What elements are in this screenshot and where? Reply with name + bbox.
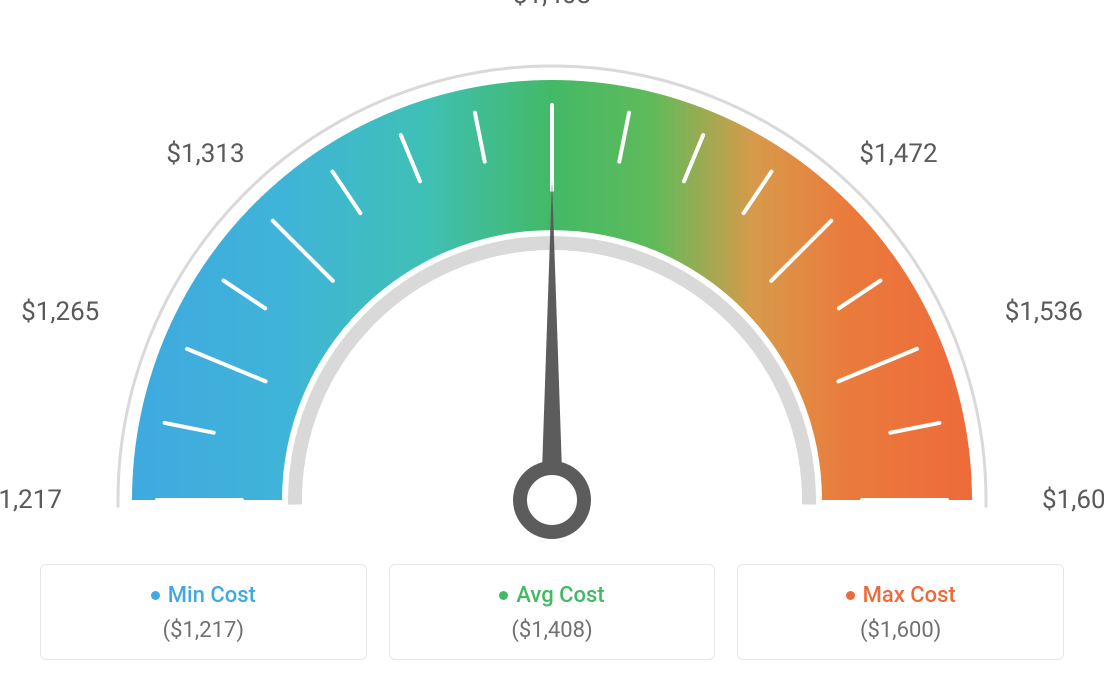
legend-value-min: ($1,217) — [51, 618, 356, 643]
legend-card-min: Min Cost ($1,217) — [40, 564, 367, 660]
legend-title-text-avg: Avg Cost — [516, 583, 604, 608]
gauge-tick-label: $1,408 — [513, 0, 591, 10]
legend-dot-avg — [499, 591, 508, 600]
gauge-area: $1,217 $1,265 $1,313 $1,408 $1,472 $1,536 $1,6… — [0, 0, 1104, 560]
legend-value-avg: ($1,408) — [400, 618, 705, 643]
gauge-tick-label: $1,265 — [21, 297, 99, 327]
legend-title-text-max: Max Cost — [863, 583, 956, 608]
legend-card-max: Max Cost ($1,600) — [737, 564, 1064, 660]
legend-dot-max — [846, 591, 855, 600]
gauge-tick-label: $1,536 — [1005, 297, 1083, 327]
gauge-tick-label: $1,313 — [166, 139, 244, 169]
legend-title-text-min: Min Cost — [168, 583, 256, 608]
legend-dot-min — [151, 591, 160, 600]
legend-value-max: ($1,600) — [748, 618, 1053, 643]
legend-title-max: Max Cost — [846, 583, 956, 608]
legend-title-avg: Avg Cost — [499, 583, 604, 608]
gauge-tick-label: $1,217 — [0, 485, 62, 515]
chart-container: $1,217 $1,265 $1,313 $1,408 $1,472 $1,536 $1,6… — [0, 0, 1104, 690]
gauge-tick-label: $1,472 — [859, 139, 937, 169]
legend-card-avg: Avg Cost ($1,408) — [389, 564, 716, 660]
gauge-svg — [0, 0, 1104, 560]
legend-row: Min Cost ($1,217) Avg Cost ($1,408) Max … — [40, 564, 1064, 660]
gauge-tick-label: $1,600 — [1042, 485, 1104, 515]
legend-title-min: Min Cost — [151, 583, 256, 608]
